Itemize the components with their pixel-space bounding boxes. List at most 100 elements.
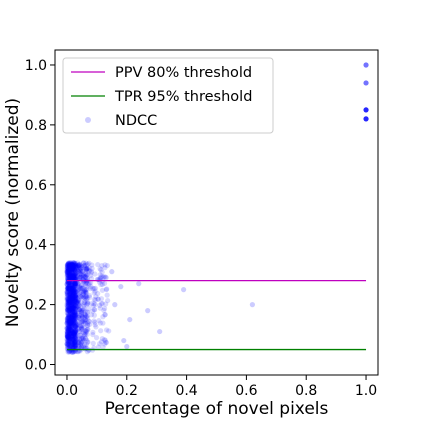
data-point [64, 270, 70, 276]
data-point [86, 280, 92, 286]
data-point [73, 273, 79, 279]
data-point [78, 341, 84, 347]
data-point [73, 311, 79, 317]
data-point [67, 316, 73, 322]
data-point [66, 266, 72, 272]
data-point [91, 296, 97, 303]
data-point [68, 307, 74, 313]
data-point [78, 271, 84, 277]
data-point [79, 264, 85, 270]
data-point [73, 322, 79, 328]
data-point [80, 336, 86, 342]
data-point [76, 326, 82, 332]
data-point [78, 343, 84, 349]
data-point [79, 295, 85, 301]
data-point [69, 282, 75, 288]
data-point [64, 302, 70, 308]
data-point [74, 303, 80, 310]
data-point [71, 339, 78, 346]
data-point [90, 285, 96, 291]
data-point [89, 265, 95, 272]
data-point [71, 284, 78, 290]
data-point [66, 287, 72, 293]
data-point [68, 285, 74, 291]
data-point [72, 314, 78, 320]
data-point [73, 343, 79, 349]
data-point [78, 263, 85, 269]
data-point [71, 289, 77, 296]
data-point [73, 306, 80, 313]
data-point [69, 291, 75, 297]
data-point [66, 314, 72, 320]
data-point [68, 304, 74, 310]
data-point [65, 280, 71, 286]
data-point [76, 289, 83, 295]
data-point [70, 290, 76, 296]
data-point [68, 324, 74, 330]
data-point [68, 310, 74, 316]
data-point [98, 328, 104, 334]
data-point [69, 295, 75, 302]
data-point [69, 314, 75, 321]
data-point [64, 263, 71, 269]
data-point [71, 269, 77, 275]
data-point [75, 273, 81, 280]
data-point [72, 326, 79, 332]
data-point [68, 288, 74, 294]
data-point [72, 298, 78, 304]
data-point [72, 313, 78, 319]
data-point [68, 266, 74, 272]
data-point [70, 282, 76, 289]
data-point [70, 317, 76, 324]
data-point [72, 281, 79, 287]
data-point [74, 318, 80, 324]
data-point [145, 308, 151, 314]
data-point [81, 302, 87, 308]
data-point [71, 294, 77, 300]
data-point [76, 275, 83, 281]
data-point [68, 299, 74, 306]
data-point [72, 330, 78, 336]
data-point [98, 339, 105, 345]
data-point [72, 260, 78, 267]
data-point [65, 297, 72, 304]
data-point [68, 285, 75, 291]
data-point [72, 312, 78, 318]
data-point [85, 301, 91, 307]
data-point [69, 303, 75, 309]
data-point [81, 263, 87, 269]
data-point [71, 272, 77, 279]
data-point [64, 264, 71, 271]
data-point [65, 272, 71, 278]
data-point [73, 264, 79, 270]
data-point [65, 266, 72, 273]
data-point [97, 266, 103, 272]
data-point [68, 315, 74, 321]
data-point [67, 330, 73, 336]
data-point [82, 330, 89, 336]
data-point [80, 329, 86, 336]
data-point [67, 298, 73, 304]
data-point [76, 339, 82, 346]
data-point [64, 332, 70, 338]
data-point [68, 320, 74, 327]
data-point [68, 275, 75, 281]
data-point [64, 275, 71, 282]
data-point [86, 321, 93, 328]
data-point [69, 344, 75, 351]
data-point [69, 282, 75, 288]
data-point [77, 306, 83, 312]
data-point [102, 312, 108, 318]
data-point [69, 263, 75, 269]
data-point [92, 319, 98, 326]
data-point [64, 320, 70, 326]
data-point [66, 303, 72, 309]
data-point [91, 318, 97, 324]
data-point [72, 271, 78, 277]
data-point [97, 320, 104, 326]
data-point [64, 282, 70, 288]
data-point [84, 331, 90, 337]
data-point [71, 303, 77, 309]
data-point [72, 261, 78, 267]
